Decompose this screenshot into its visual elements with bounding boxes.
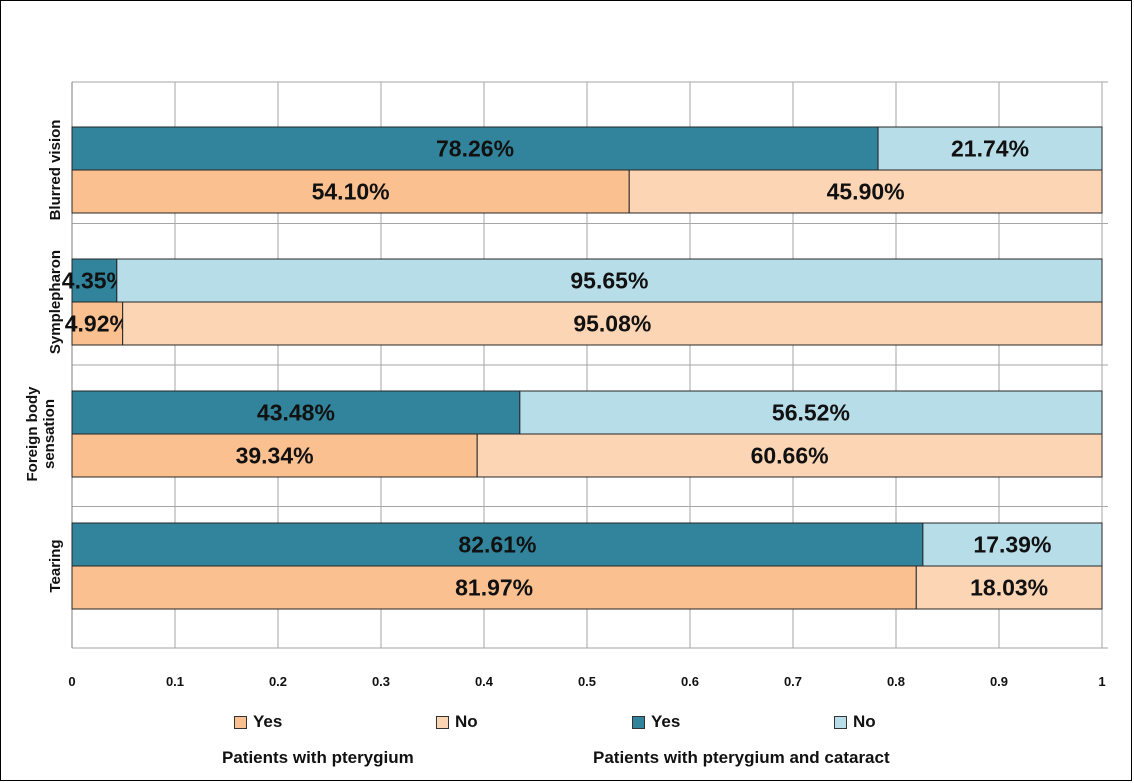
x-tick-label: 0.1 (166, 674, 184, 689)
data-label: 4.35% (62, 268, 127, 294)
data-label: 21.74% (951, 136, 1029, 162)
legend-label: Yes (651, 712, 681, 731)
x-tick-label: 0.2 (269, 674, 287, 689)
category-label: Tearing (47, 539, 64, 592)
data-label: 82.61% (458, 532, 536, 558)
legend-item-pterygium-yes: Yes (234, 712, 282, 732)
bar-segment (476, 433, 1103, 478)
category-label: Symplepharon (47, 250, 64, 354)
data-label: 18.03% (970, 575, 1048, 601)
bar-segment (122, 301, 1103, 346)
bar-segment (71, 565, 917, 610)
x-tick-label: 0.8 (887, 674, 905, 689)
x-tick-label: 0.6 (681, 674, 699, 689)
legend-group-label-pterygium: Patients with pterygium (222, 748, 414, 767)
data-label: 39.34% (236, 443, 314, 469)
legend-swatch (234, 715, 247, 729)
legend-item-pterygium-no: No (436, 712, 478, 732)
x-tick-label: 0.7 (784, 674, 802, 689)
data-label: 95.08% (573, 311, 651, 337)
x-tick-label: 0.4 (475, 674, 494, 689)
data-label: 81.97% (455, 575, 533, 601)
legend-label: No (455, 712, 478, 731)
bar-segment (519, 390, 1103, 435)
legend-label: No (853, 712, 876, 731)
bar-segment (628, 169, 1103, 214)
bar-segment (71, 301, 124, 346)
x-tick-label: 1 (1098, 674, 1105, 689)
x-tick-label: 0.3 (372, 674, 390, 689)
legend-swatch (834, 715, 847, 729)
data-label: 4.92% (65, 311, 130, 337)
bar-segment (922, 522, 1103, 567)
data-label: 54.10% (312, 179, 390, 205)
x-tick-label: 0.5 (578, 674, 596, 689)
stacked-bar-chart: 78.26% 21.74% 54.10% 45.90% Blurred vision 4.… (24, 81, 1108, 689)
bar-segment (116, 258, 1103, 303)
legend-swatch (632, 715, 645, 729)
data-label: 56.52% (772, 400, 850, 426)
category-label: Blurred vision (47, 120, 64, 221)
data-label: 95.65% (570, 268, 648, 294)
bar-segment (71, 258, 118, 303)
bar-segment (877, 126, 1103, 171)
data-label: 17.39% (973, 532, 1051, 558)
data-label: 60.66% (751, 443, 829, 469)
data-label: 45.90% (827, 179, 905, 205)
legend-label: Yes (253, 712, 283, 731)
category-label: Foreign bodysensation (24, 386, 58, 482)
x-tick-label: 0 (68, 674, 75, 689)
data-label: 43.48% (257, 400, 335, 426)
data-label: 78.26% (436, 136, 514, 162)
legend-item-cataract-no: No (834, 712, 876, 732)
bar-segment (915, 565, 1103, 610)
legend-group-label-pterygium-cataract: Patients with pterygium and cataract (593, 748, 890, 767)
x-tick-label: 0.9 (990, 674, 1008, 689)
legend-swatch (436, 715, 449, 729)
legend-item-cataract-yes: Yes (632, 712, 680, 732)
